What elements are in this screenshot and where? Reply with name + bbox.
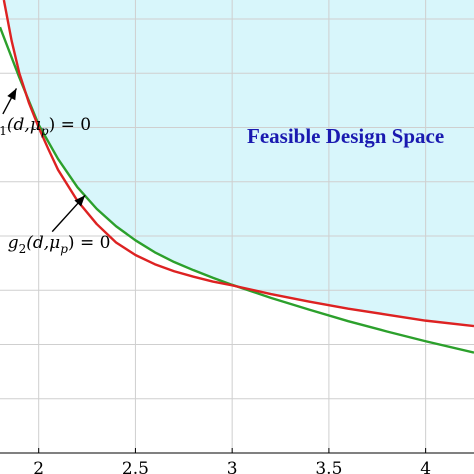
annotation-label-2: g2(d,μp) = 0 <box>8 233 111 256</box>
x-tick-label: 3.5 <box>315 459 342 474</box>
series-line-1 <box>0 26 474 354</box>
x-tick-label: 3 <box>227 459 238 474</box>
region-label: Feasible Design Space <box>247 124 444 148</box>
annotation-arrowhead-1 <box>7 88 17 101</box>
x-tick-label: 2 <box>33 459 44 474</box>
annotation-label-1: g1(d,μp) = 0 <box>0 115 91 138</box>
series-line-2 <box>2 0 474 328</box>
series-group <box>0 0 474 354</box>
x-tick-label: 4 <box>420 459 431 474</box>
x-ticks: 2 2.5 3 3.5 4 <box>33 448 431 474</box>
annotations: g1(d,μp) = 0 g2(d,μp) = 0 <box>0 88 111 256</box>
annotation-arrowhead-2 <box>74 195 86 207</box>
x-tick-label: 2.5 <box>122 459 149 474</box>
feasible-region <box>0 0 474 327</box>
grid <box>0 0 474 453</box>
